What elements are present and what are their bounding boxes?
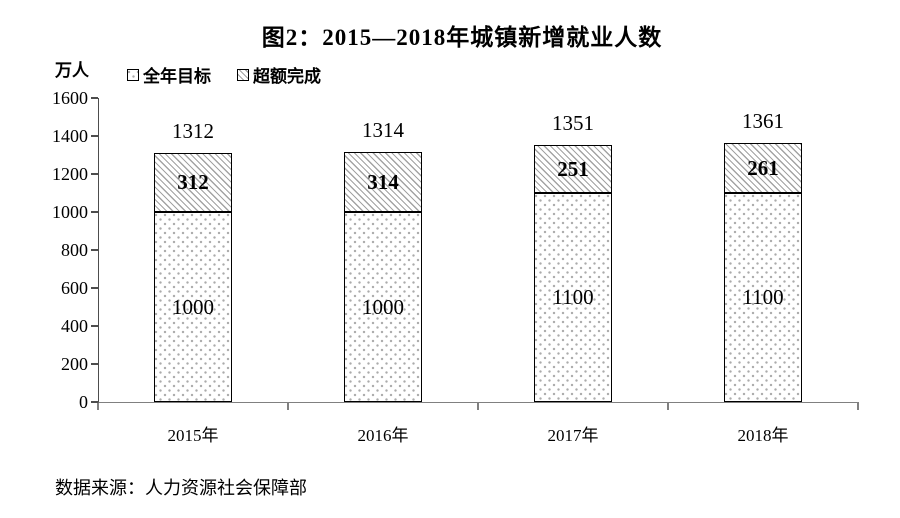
legend-item-overflow: 超额完成 (237, 62, 321, 87)
bar-segment-overflow: 314 (344, 152, 422, 212)
bar-segment-overflow: 261 (724, 143, 802, 193)
x-axis-tick (857, 403, 859, 410)
y-axis-tick (91, 325, 98, 327)
y-tick-label: 400 (61, 316, 88, 336)
y-axis-tick (91, 287, 98, 289)
bar-segment-label: 261 (747, 155, 779, 180)
bar-segment-label: 1100 (552, 285, 594, 309)
y-axis-tick (91, 173, 98, 175)
bar-total-label: 1361 (742, 109, 784, 134)
bar-total-label: 1312 (172, 118, 214, 143)
y-tick-label: 0 (79, 392, 88, 412)
y-axis-tick (91, 135, 98, 137)
legend-label: 全年目标 (143, 67, 211, 86)
x-axis-tick (287, 403, 289, 410)
bar-segment-target: 1000 (344, 212, 422, 402)
bar-segment-label: 1100 (742, 285, 784, 309)
y-tick-label: 800 (61, 240, 88, 260)
y-tick-label: 1400 (52, 126, 88, 146)
bar-segment-label: 312 (177, 169, 209, 194)
y-axis-tick (91, 211, 98, 213)
bar-total-label: 1351 (552, 111, 594, 136)
bar-segment-target: 1100 (534, 193, 612, 402)
y-tick-label: 1200 (52, 164, 88, 184)
y-tick-label: 200 (61, 354, 88, 374)
x-tick-label: 2015年 (167, 426, 219, 445)
x-tick-label: 2017年 (547, 426, 599, 445)
bar-segment-label: 314 (367, 169, 399, 194)
y-tick-label: 1000 (52, 202, 88, 222)
bar-segment-label: 251 (557, 156, 589, 181)
x-axis-tick (97, 403, 99, 410)
source-note: 数据来源：人力资源社会保障部 (55, 478, 307, 498)
y-axis-tick (91, 249, 98, 251)
x-tick-label: 2016年 (357, 426, 409, 445)
y-axis-tick (91, 363, 98, 365)
bar-segment-overflow: 312 (154, 152, 232, 212)
bar-segment-overflow: 251 (534, 145, 612, 193)
legend: 全年目标 超额完成 (127, 62, 321, 87)
chart-title: 图2：2015—2018年城镇新增就业人数 (261, 25, 663, 50)
x-axis-tick (477, 403, 479, 410)
legend-label: 超额完成 (253, 67, 321, 86)
y-axis-unit-label: 万人 (55, 61, 89, 80)
hatch-pattern-swatch-icon (237, 68, 249, 81)
bar-total-label: 1314 (362, 118, 404, 143)
y-axis-tick (91, 97, 98, 99)
y-tick-label: 600 (61, 278, 88, 298)
bar-segment-label: 1000 (172, 294, 214, 319)
bar-segment-target: 1000 (154, 212, 232, 402)
y-tick-label: 1600 (52, 88, 88, 108)
plot-area (98, 98, 859, 403)
x-axis-tick (667, 403, 669, 410)
x-tick-label: 2018年 (737, 426, 789, 445)
y-axis-tick (91, 401, 98, 403)
bar-segment-label: 1000 (362, 294, 404, 319)
legend-item-target: 全年目标 (127, 62, 211, 87)
bar-segment-target: 1100 (724, 193, 802, 402)
dots-pattern-swatch-icon (127, 68, 139, 81)
